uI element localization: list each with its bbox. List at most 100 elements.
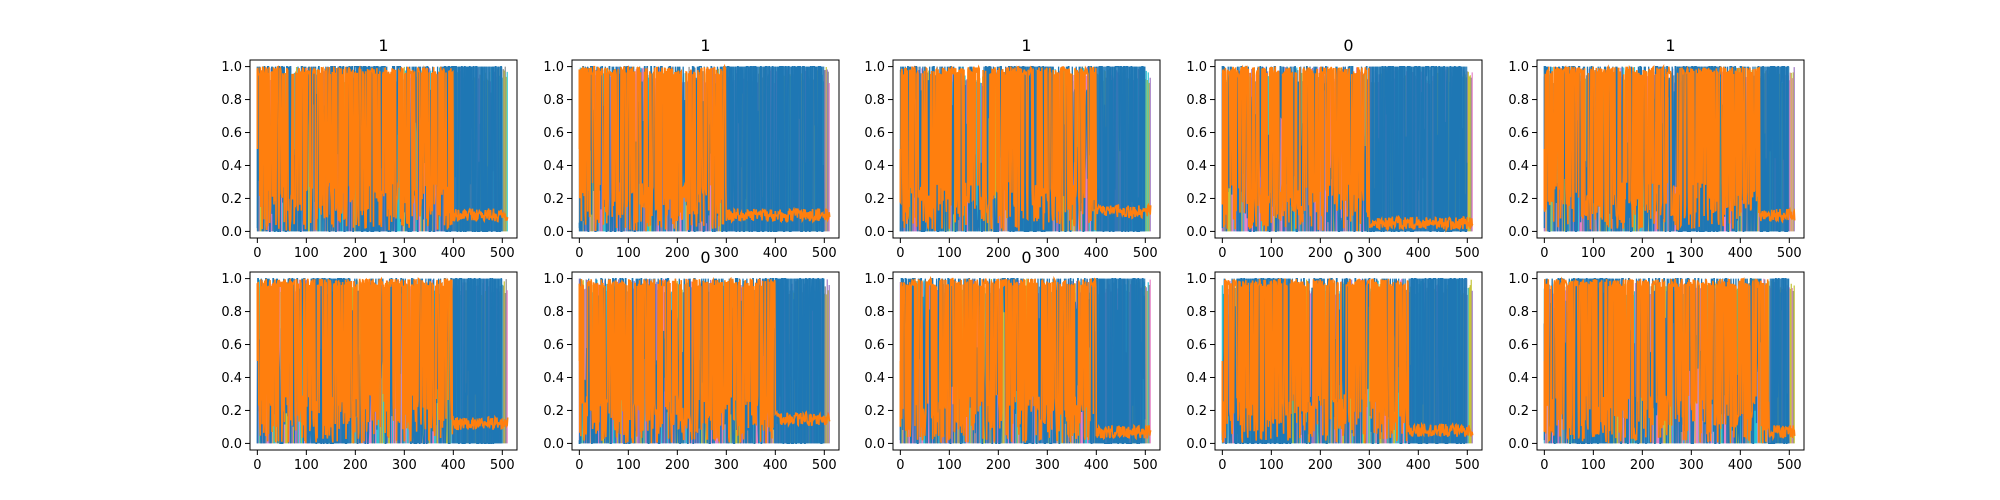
subplot-title: 1 [378,248,388,267]
subplot-7: 0 0 100 200 300 400 500 0.0 0.2 0.4 0.6 0.8 1.0 [543,248,840,473]
x-tick-label: 100 [1259,458,1284,473]
x-tick-label: 100 [294,458,319,473]
y-tick-label: 0.4 [543,159,564,174]
axes-frame [1536,271,1805,451]
y-tick-label: 0.2 [1508,404,1529,419]
series-orange [1221,277,1474,444]
x-tick-label: 200 [986,458,1011,473]
y-tick-label: 0.6 [543,126,564,141]
x-tick-label: 500 [490,458,515,473]
subplot-title: 1 [700,36,710,55]
plot-area [1221,64,1474,233]
y-tick-label: 0.0 [543,225,564,240]
x-tick-label: 400 [1406,246,1431,261]
y-tick-label: 0.0 [221,225,242,240]
series-orange-line [1543,276,1796,444]
subplot-title: 0 [1021,248,1031,267]
series-orange [1543,276,1796,444]
x-tick-label: 500 [812,458,837,473]
y-tick-label: 0.2 [221,192,242,207]
series-blue-block [1096,66,1146,232]
series-orange [899,64,1152,232]
x-tick-label: 500 [1777,246,1802,261]
y-tick-label: 0.8 [864,305,885,320]
series-blue [578,65,825,233]
x-tick-label: 500 [812,246,837,261]
x-tick-label: 500 [1133,246,1158,261]
x-tick-label: 500 [1777,458,1802,473]
x-tick-label: 100 [937,246,962,261]
x-tick-label: 200 [1308,246,1333,261]
x-tick-label: 200 [986,246,1011,261]
subplot-title: 0 [700,248,710,267]
x-tick-label: 400 [1084,458,1109,473]
series-orange [1221,64,1474,233]
y-tick-label: 0.4 [1186,159,1207,174]
axes-frame [571,271,840,451]
y-tick-label: 0.2 [221,404,242,419]
y-tick-label: 0.8 [1508,305,1529,320]
series-blue-block [1369,66,1468,232]
y-tick-label: 0.0 [864,225,885,240]
plot-area [899,64,1152,233]
x-tick-label: 200 [1308,458,1333,473]
x-tick-label: 100 [1259,246,1284,261]
y-tick-label: 0.8 [1186,305,1207,320]
y-tick-label: 0.6 [1186,126,1207,141]
y-tick-label: 0.2 [543,192,564,207]
x-tick-label: 0 [575,246,583,261]
x-tick-label: 200 [343,246,368,261]
x-tick-label: 300 [1679,246,1704,261]
axes-frame [249,59,518,239]
y-tick-label: 0.8 [543,93,564,108]
x-tick-label: 400 [763,458,788,473]
axes-frame [571,59,840,239]
subplot-6: 1 0 100 200 300 400 500 0.0 0.2 0.4 0.6 0.8 1.0 [221,248,518,473]
y-tick-label: 0.6 [1508,338,1529,353]
plot-area [578,276,831,445]
y-tick-label: 0.4 [864,371,885,386]
subplot-8: 0 0 100 200 300 400 500 0.0 0.2 0.4 0.6 0.8 1.0 [864,248,1161,473]
x-tick-label: 0 [1540,458,1548,473]
y-tick-label: 0.6 [864,126,885,141]
y-tick-label: 1.0 [1508,272,1529,287]
axes-frame [892,59,1161,239]
x-tick-label: 400 [441,246,466,261]
series-orange-line [578,276,831,444]
series-orange-line [899,64,1152,232]
y-tick-label: 0.0 [864,437,885,452]
x-tick-label: 200 [665,246,690,261]
y-tick-label: 0.2 [1508,192,1529,207]
series-orange [1543,64,1796,231]
y-tick-label: 1.0 [1186,60,1207,75]
subplot-3: 1 0 100 200 300 400 500 0.0 0.2 0.4 0.6 0.8 1.0 [864,36,1161,261]
series-orange-line [256,276,509,444]
y-tick-label: 0.8 [1508,93,1529,108]
y-tick-label: 0.4 [1508,371,1529,386]
x-tick-label: 100 [1581,246,1606,261]
y-tick-label: 0.4 [221,159,242,174]
y-tick-label: 0.6 [543,338,564,353]
x-tick-label: 200 [665,458,690,473]
y-tick-label: 0.2 [1186,192,1207,207]
y-tick-label: 0.4 [543,371,564,386]
y-tick-label: 0.8 [543,305,564,320]
y-tick-label: 1.0 [1508,60,1529,75]
series-orange-line [578,63,831,232]
y-tick-label: 0.0 [221,437,242,452]
x-tick-label: 200 [1630,246,1655,261]
series-orange [578,63,831,232]
x-tick-label: 300 [392,458,417,473]
y-tick-label: 0.2 [543,404,564,419]
y-tick-label: 1.0 [221,272,242,287]
subplot-5: 1 0 100 200 300 400 500 0.0 0.2 0.4 0.6 0.8 1.0 [1508,36,1805,261]
series-blue-block [1096,278,1146,444]
y-tick-label: 0.0 [543,437,564,452]
y-tick-label: 0.8 [864,93,885,108]
series-orange-line [1221,64,1474,233]
x-tick-label: 500 [1133,458,1158,473]
subplot-4: 0 0 100 200 300 400 500 0.0 0.2 0.4 0.6 0.8 1.0 [1186,36,1483,261]
y-tick-label: 0.6 [221,338,242,353]
axes-frame [892,271,1161,451]
